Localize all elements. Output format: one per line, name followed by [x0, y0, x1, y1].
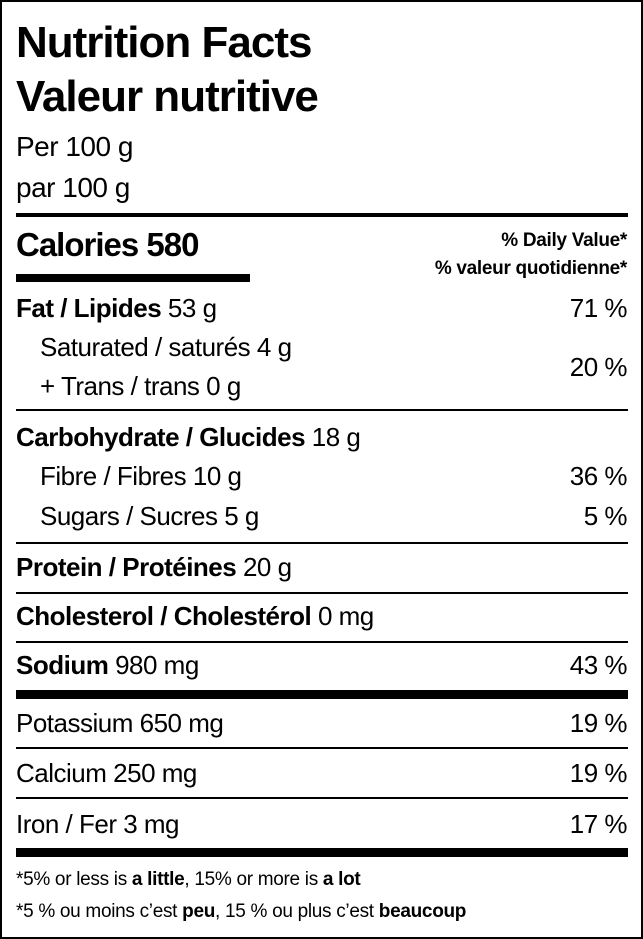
- divider: [16, 592, 628, 594]
- thick-divider: [16, 848, 628, 857]
- trans-row: + Trans / trans 0 g: [40, 371, 241, 401]
- calories-label: Calories: [16, 226, 139, 263]
- sodium-row: Sodium 980 mg: [16, 650, 199, 680]
- fibre-dv: 36 %: [569, 461, 628, 491]
- serving-fr: par 100 g: [16, 172, 130, 203]
- footnote-en: *5% or less is a little, 15% or more is …: [16, 869, 361, 890]
- calcium-dv: 19 %: [569, 758, 628, 788]
- calcium-row: Calcium 250 mg: [16, 758, 197, 788]
- divider: [16, 409, 628, 411]
- title-en: Nutrition Facts: [16, 18, 312, 67]
- divider: [16, 641, 628, 643]
- divider: [16, 542, 628, 544]
- title-fr: Valeur nutritive: [16, 72, 319, 121]
- calories: Calories 580: [16, 226, 199, 263]
- footnote-fr: *5 % ou moins c’est peu, 15 % ou plus c’…: [16, 901, 467, 922]
- iron-row: Iron / Fer 3 mg: [16, 809, 180, 839]
- fibre-row: Fibre / Fibres 10 g: [40, 461, 242, 491]
- potassium-dv: 19 %: [569, 708, 628, 738]
- divider: [16, 747, 628, 749]
- protein-row: Protein / Protéines 20 g: [16, 552, 292, 582]
- iron-dv: 17 %: [569, 809, 628, 839]
- cholesterol-row: Cholesterol / Cholestérol 0 mg: [16, 601, 374, 631]
- saturated-trans-dv: 20 %: [569, 352, 628, 382]
- sodium-dv: 43 %: [569, 650, 628, 680]
- dv-header-en: % Daily Value*: [501, 230, 627, 251]
- sugars-dv: 5 %: [583, 501, 628, 531]
- thick-divider: [16, 690, 628, 699]
- calories-value: 580: [146, 226, 199, 263]
- divider: [16, 213, 628, 217]
- fat-row: Fat / Lipides 53 g: [16, 293, 217, 323]
- serving-en: Per 100 g: [16, 131, 133, 162]
- sugars-row: Sugars / Sucres 5 g: [40, 501, 259, 531]
- carbohydrate-row: Carbohydrate / Glucides 18 g: [16, 422, 361, 452]
- dv-header-fr: % valeur quotidienne*: [434, 258, 627, 279]
- fat-dv: 71 %: [569, 293, 628, 323]
- saturated-row: Saturated / saturés 4 g: [40, 332, 292, 362]
- calories-bar: [16, 274, 250, 282]
- potassium-row: Potassium 650 mg: [16, 708, 224, 738]
- divider: [16, 797, 628, 799]
